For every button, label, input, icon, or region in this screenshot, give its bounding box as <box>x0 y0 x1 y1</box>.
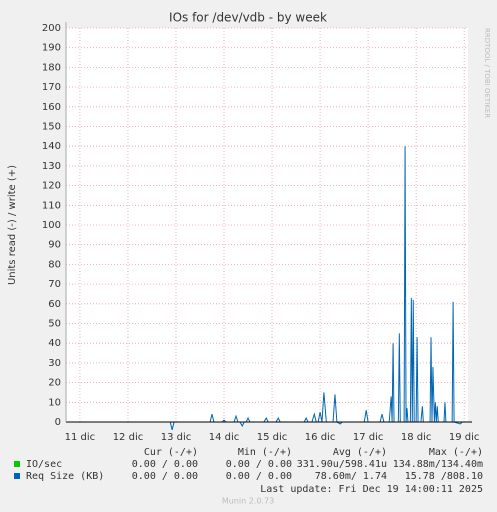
y-tick-label: 40 <box>48 338 61 349</box>
y-tick-label: 0 <box>55 417 61 428</box>
legend-value: 0.00 / 0.00 <box>132 459 198 470</box>
y-tick-label: 140 <box>42 141 61 152</box>
legend-value: 134.88m/134.40m <box>393 459 483 470</box>
x-tick-label: 18 dic <box>401 432 432 443</box>
y-tick-label: 180 <box>42 62 61 73</box>
y-tick-label: 170 <box>42 82 61 93</box>
y-tick-label: 70 <box>48 279 61 290</box>
y-tick-label: 200 <box>42 23 61 34</box>
x-tick-label: 11 dic <box>65 432 96 443</box>
legend-header: Avg (-/+) <box>333 447 387 458</box>
y-tick-label: 150 <box>42 122 61 133</box>
x-tick-label: 19 dic <box>449 432 480 443</box>
x-tick-label: 13 dic <box>161 432 192 443</box>
legend-value: 15.78 /808.10 <box>405 471 483 482</box>
y-axis-label: Units read (-) / write (+) <box>7 165 18 285</box>
y-tick-label: 30 <box>48 358 61 369</box>
legend-value: 0.00 / 0.00 <box>226 471 292 482</box>
y-tick-label: 10 <box>48 397 61 408</box>
y-tick-label: 90 <box>48 240 61 251</box>
legend-swatch <box>14 461 20 467</box>
legend-value: 78.60m/ 1.74 <box>315 471 387 482</box>
y-tick-label: 190 <box>42 43 61 54</box>
legend-swatch <box>14 473 20 479</box>
legend-header: Min (-/+) <box>238 447 292 458</box>
y-tick-label: 50 <box>48 319 61 330</box>
chart-title: IOs for /dev/vdb - by week <box>169 11 327 25</box>
last-update: Last update: Fri Dec 19 14:00:11 2025 <box>260 484 483 495</box>
legend-value: 331.90u/598.41u <box>297 459 387 470</box>
legend-value: 0.00 / 0.00 <box>132 471 198 482</box>
x-tick-label: 12 dic <box>113 432 144 443</box>
side-text: RRDTOOL / TOBI OETIKER <box>483 28 491 118</box>
y-tick-label: 120 <box>42 181 61 192</box>
legend-label: IO/sec <box>26 459 62 470</box>
y-tick-label: 100 <box>42 220 61 231</box>
y-tick-label: 20 <box>48 378 61 389</box>
x-tick-label: 17 dic <box>353 432 384 443</box>
x-tick-label: 14 dic <box>209 432 240 443</box>
y-tick-label: 160 <box>42 102 61 113</box>
legend-value: 0.00 / 0.00 <box>226 459 292 470</box>
y-tick-label: 110 <box>42 200 61 211</box>
legend-label: Req Size (KB) <box>26 471 104 482</box>
x-tick-label: 15 dic <box>257 432 288 443</box>
footer: Munin 2.0.73 <box>222 497 274 506</box>
x-tick-label: 16 dic <box>305 432 336 443</box>
legend-header: Cur (-/+) <box>144 447 198 458</box>
y-tick-label: 60 <box>48 299 61 310</box>
y-tick-label: 130 <box>42 161 61 172</box>
legend-header: Max (-/+) <box>429 447 483 458</box>
y-tick-label: 80 <box>48 259 61 270</box>
